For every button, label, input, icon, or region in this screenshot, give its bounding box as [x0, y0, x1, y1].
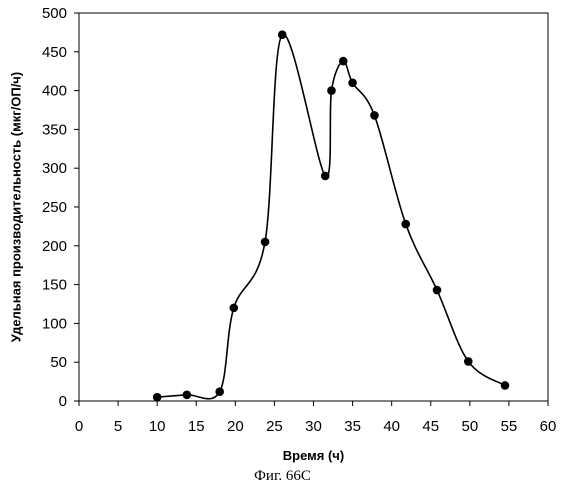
x-tick-label: 55 [501, 418, 518, 435]
y-tick-label: 200 [42, 238, 67, 255]
data-point [501, 381, 510, 390]
data-point [464, 357, 473, 366]
y-tick-label: 400 [42, 83, 67, 100]
data-point [229, 304, 238, 313]
y-tick-label: 450 [42, 44, 67, 61]
x-tick-label: 0 [75, 418, 83, 435]
y-axis: 0 50 100 150 200 250 300 350 400 450 500 [42, 5, 79, 410]
x-tick-label: 60 [540, 418, 557, 435]
x-tick-label: 45 [422, 418, 439, 435]
data-point [339, 57, 348, 66]
x-tick-label: 15 [188, 418, 205, 435]
y-tick-label: 100 [42, 315, 67, 332]
x-tick-label: 30 [305, 418, 322, 435]
data-point [321, 172, 330, 181]
x-tick-label: 20 [227, 418, 244, 435]
y-tick-label: 0 [59, 393, 67, 410]
data-point [348, 79, 357, 88]
y-axis-title: Удельная производительность (мкг/ОП/ч) [8, 72, 23, 342]
y-tick-label: 50 [50, 354, 67, 371]
x-tick-label: 10 [149, 418, 166, 435]
x-tick-label: 35 [344, 418, 361, 435]
y-tick-label: 300 [42, 160, 67, 177]
data-point [401, 220, 410, 229]
x-axis: 0 5 10 15 20 25 30 35 40 45 50 55 60 [75, 401, 557, 435]
y-tick-label: 500 [42, 5, 67, 22]
y-tick-label: 250 [42, 199, 67, 216]
data-point [215, 387, 224, 396]
data-point [183, 390, 192, 399]
chart: 0 50 100 150 200 250 300 350 400 450 500 0 5 10 15 20 2… [0, 0, 565, 470]
data-point [278, 30, 287, 39]
y-tick-label: 350 [42, 121, 67, 138]
data-point [327, 86, 336, 95]
data-point [433, 286, 442, 295]
data-point [370, 111, 379, 120]
y-tick-label: 150 [42, 277, 67, 294]
plot-area [79, 13, 548, 401]
x-tick-label: 5 [114, 418, 122, 435]
data-points [153, 30, 509, 401]
x-axis-title: Время (ч) [283, 448, 344, 463]
x-tick-label: 50 [461, 418, 478, 435]
data-point [261, 238, 270, 247]
data-point [153, 393, 162, 402]
figure-caption: Фиг. 66С [0, 468, 565, 485]
x-tick-label: 40 [383, 418, 400, 435]
x-tick-label: 25 [266, 418, 283, 435]
